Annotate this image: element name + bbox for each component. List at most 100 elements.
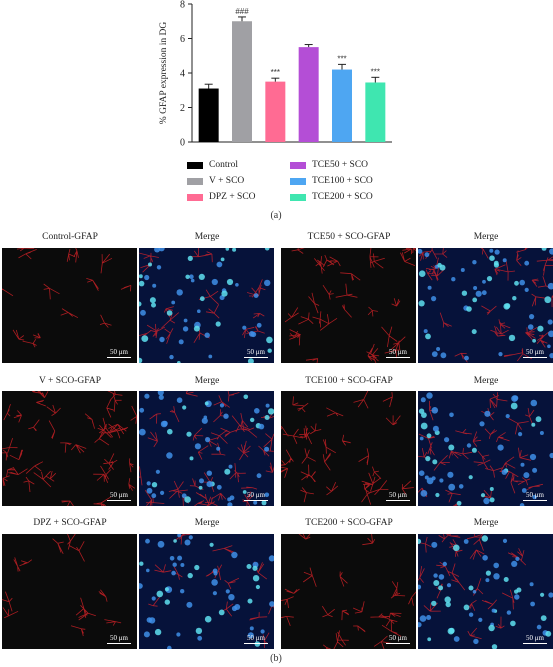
nucleus bbox=[460, 268, 465, 272]
nucleus bbox=[149, 297, 156, 304]
nucleus bbox=[544, 296, 552, 304]
nucleus bbox=[447, 471, 454, 478]
nucleus bbox=[444, 596, 451, 603]
nucleus bbox=[431, 407, 439, 414]
scale-bar-line bbox=[523, 500, 547, 501]
nucleus bbox=[475, 290, 482, 297]
nucleus bbox=[479, 421, 485, 427]
nucleus bbox=[211, 579, 218, 586]
nucleus bbox=[226, 278, 234, 286]
nucleus bbox=[253, 500, 258, 505]
merge-micrograph: 50 μm bbox=[418, 391, 553, 506]
nucleus bbox=[139, 407, 145, 413]
legend-item-control: Control bbox=[187, 160, 238, 170]
gfap-signal bbox=[418, 534, 527, 640]
merge-label: Merge bbox=[473, 232, 499, 242]
nucleus bbox=[177, 534, 182, 538]
nucleus bbox=[193, 325, 200, 332]
gfap-micrograph: 50 μm bbox=[2, 248, 137, 363]
nucleus bbox=[204, 401, 209, 406]
scale-bar-line bbox=[107, 643, 131, 644]
nucleus bbox=[523, 472, 530, 479]
nucleus bbox=[182, 326, 189, 332]
nucleus bbox=[438, 574, 445, 580]
legend-item-dpz-sco: DPZ + SCO bbox=[187, 192, 256, 202]
nucleus bbox=[482, 555, 488, 561]
nucleus bbox=[531, 422, 536, 427]
merge-label: Merge bbox=[194, 232, 220, 242]
nucleus bbox=[419, 615, 427, 622]
nucleus bbox=[437, 262, 442, 268]
micrograph-texture bbox=[418, 248, 553, 363]
nucleus bbox=[143, 631, 150, 638]
nucleus bbox=[497, 444, 504, 451]
nucleus bbox=[426, 615, 432, 620]
nucleus bbox=[491, 608, 496, 613]
nucleus bbox=[456, 500, 462, 506]
nucleus bbox=[228, 594, 235, 601]
nucleus bbox=[537, 325, 544, 332]
scale-bar: 50 μm bbox=[244, 634, 268, 644]
scale-bar: 50 μm bbox=[107, 348, 131, 358]
nucleus bbox=[481, 290, 487, 296]
nucleus bbox=[253, 293, 259, 298]
nucleus bbox=[468, 475, 473, 480]
nucleus bbox=[498, 352, 503, 357]
gfap-micrograph: 50 μm bbox=[281, 534, 416, 649]
nucleus bbox=[424, 252, 430, 258]
nucleus bbox=[187, 572, 193, 579]
nucleus bbox=[182, 405, 187, 410]
bar bbox=[265, 81, 286, 142]
gfap-signal bbox=[2, 534, 122, 637]
legend-label: V + SCO bbox=[209, 176, 245, 186]
nucleus bbox=[483, 497, 490, 505]
nucleus bbox=[427, 637, 432, 642]
nucleus bbox=[146, 617, 152, 623]
nucleus bbox=[189, 274, 194, 279]
nucleus bbox=[463, 604, 470, 611]
bar bbox=[232, 21, 252, 142]
scale-bar-label: 50 μm bbox=[247, 634, 265, 642]
nucleus bbox=[472, 590, 477, 594]
nucleus bbox=[231, 551, 238, 559]
nucleus bbox=[169, 556, 175, 561]
nucleus bbox=[425, 333, 431, 340]
nucleus bbox=[527, 324, 534, 330]
nucleus bbox=[252, 575, 260, 582]
nucleus bbox=[529, 582, 534, 587]
nucleus bbox=[435, 492, 440, 498]
gfap-signal bbox=[419, 248, 553, 363]
gfap-panel-label: V + SCO-GFAP bbox=[38, 376, 102, 386]
nucleus bbox=[186, 431, 192, 437]
gfap-signal bbox=[284, 248, 416, 363]
nucleus bbox=[258, 423, 265, 430]
nucleus bbox=[493, 573, 500, 580]
nucleus bbox=[188, 535, 193, 540]
nucleus bbox=[420, 422, 428, 430]
scale-bar-line bbox=[244, 500, 268, 501]
nucleus bbox=[549, 248, 553, 255]
nucleus bbox=[247, 598, 253, 604]
merge-label: Merge bbox=[194, 376, 220, 386]
nucleus bbox=[228, 464, 233, 469]
nucleus bbox=[216, 484, 222, 490]
nucleus bbox=[216, 446, 221, 451]
scale-bar-line bbox=[244, 357, 268, 358]
nucleus bbox=[212, 591, 217, 596]
nucleus bbox=[547, 282, 553, 290]
nucleus bbox=[532, 467, 538, 473]
nucleus bbox=[144, 274, 150, 281]
nucleus bbox=[219, 403, 225, 408]
gfap-micrograph: 50 μm bbox=[281, 391, 416, 506]
scale-bar-label: 50 μm bbox=[110, 348, 128, 356]
nucleus bbox=[426, 392, 433, 399]
nucleus bbox=[171, 300, 176, 305]
scale-bar-line bbox=[107, 357, 131, 358]
nucleus bbox=[431, 600, 437, 607]
nucleus bbox=[146, 481, 151, 486]
legend-item-v-sco: V + SCO bbox=[187, 176, 244, 186]
nucleus bbox=[224, 468, 231, 475]
scale-bar: 50 μm bbox=[107, 491, 131, 501]
nucleus bbox=[548, 592, 553, 598]
nucleus bbox=[539, 431, 544, 435]
